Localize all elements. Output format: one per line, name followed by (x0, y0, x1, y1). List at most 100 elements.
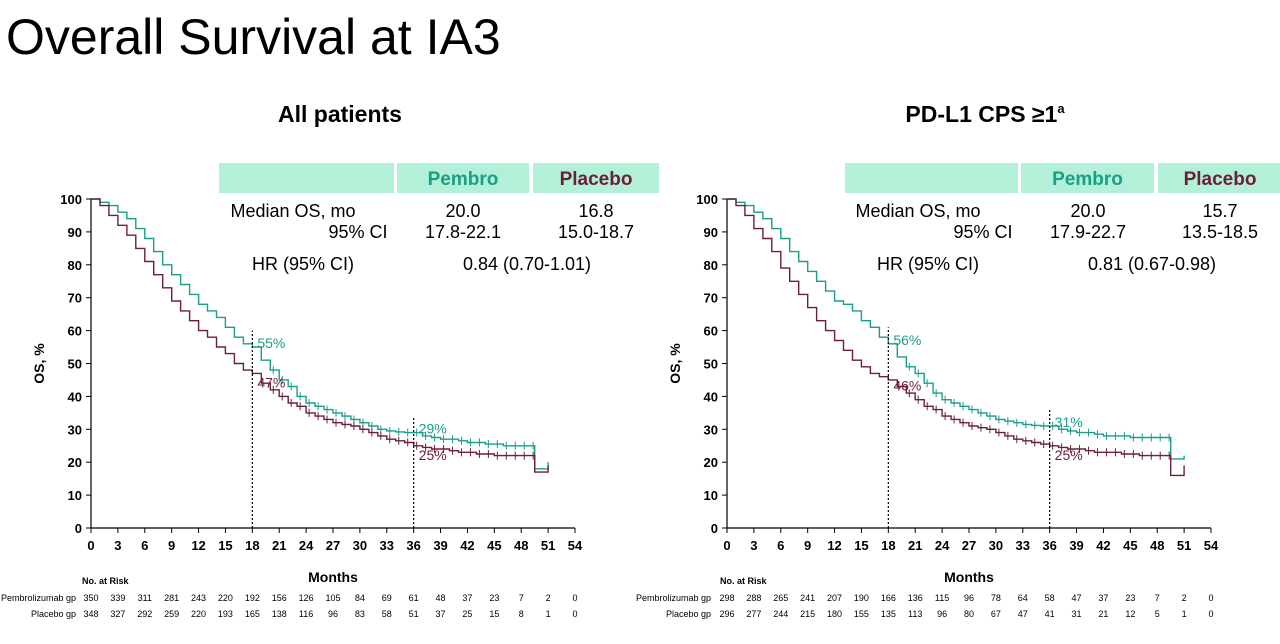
chart1-y-tick-label: 0 (75, 521, 82, 536)
chart1-y-tick-label: 100 (60, 192, 82, 207)
chart1-risk-value: 69 (382, 593, 392, 603)
chart2-hr-label: HR (95% CI) (877, 254, 979, 274)
chart2-x-tick-label: 54 (1204, 538, 1219, 553)
chart2-risk-value: 207 (827, 593, 842, 603)
chart2-risk-value: 67 (991, 609, 1001, 619)
chart2-risk-value: 7 (1155, 593, 1160, 603)
chart1-y-tick-label: 30 (68, 422, 82, 437)
chart2-risk-value: 0 (1208, 593, 1213, 603)
chart2-risk-value: 23 (1125, 593, 1135, 603)
chart1-y-tick-label: 60 (68, 324, 82, 339)
chart1-subtitle: All patients (278, 101, 402, 127)
chart2-landmark-placebo-label: 46% (893, 378, 921, 394)
chart1-risk-value: 243 (191, 593, 206, 603)
chart1-x-tick-label: 30 (353, 538, 367, 553)
chart2-x-tick-label: 42 (1096, 538, 1110, 553)
chart1-x-tick-label: 15 (218, 538, 232, 553)
chart2-risk-value: 1 (1182, 609, 1187, 619)
chart2-risk-value: 277 (746, 609, 761, 619)
chart2-x-tick-label: 12 (827, 538, 841, 553)
chart2-x-tick-label: 36 (1042, 538, 1056, 553)
chart2-risk-value: 215 (800, 609, 815, 619)
chart2-risk-value: 265 (773, 593, 788, 603)
chart1-risk-value: 292 (137, 609, 152, 619)
chart1-risk-value: 339 (110, 593, 125, 603)
chart2-x-tick-label: 6 (777, 538, 784, 553)
chart2-risk-value: 166 (881, 593, 896, 603)
chart1-x-tick-label: 12 (191, 538, 205, 553)
chart2-risk-value: 0 (1208, 609, 1213, 619)
chart1-landmark-placebo-label: 25% (419, 447, 447, 463)
chart1-table-header-blank (219, 163, 394, 193)
chart1-y-tick-label: 20 (68, 455, 82, 470)
chart2-risk-header: No. at Risk (720, 576, 768, 586)
chart2-y-tick-label: 50 (704, 357, 718, 372)
chart1-risk-row-label: Pembrolizumab gp (1, 593, 76, 603)
chart1-risk-value: 192 (245, 593, 260, 603)
chart1-table-row-placebo: 15.0-18.7 (558, 222, 634, 242)
chart2-table-row-placebo: 15.7 (1202, 201, 1237, 221)
chart1-risk-value: 61 (409, 593, 419, 603)
chart2-risk-value: 180 (827, 609, 842, 619)
chart1-landmark-placebo-label: 47% (257, 374, 285, 390)
chart2-landmark-pembro-label: 31% (1055, 414, 1083, 430)
chart1-risk-value: 96 (328, 609, 338, 619)
chart2-x-axis-label: Months (944, 569, 994, 585)
chart2-x-tick-label: 33 (1016, 538, 1030, 553)
chart1-risk-value: 83 (355, 609, 365, 619)
chart2-x-tick-label: 24 (935, 538, 950, 553)
chart1-risk-value: 37 (436, 609, 446, 619)
chart2-table-row-pembro: 17.9-22.7 (1050, 222, 1126, 242)
chart2-risk-value: 155 (854, 609, 869, 619)
chart1-x-tick-label: 0 (87, 538, 94, 553)
chart2-x-tick-label: 39 (1069, 538, 1083, 553)
chart1-risk-value: 58 (382, 609, 392, 619)
chart1-hr-value: 0.84 (0.70-1.01) (463, 254, 591, 274)
chart1-y-axis-label: OS, % (31, 343, 47, 384)
chart1-table-row-pembro: 17.8-22.1 (425, 222, 501, 242)
chart1-landmark-pembro-label: 29% (419, 421, 447, 437)
chart2-y-tick-label: 10 (704, 488, 718, 503)
chart2-x-tick-label: 18 (881, 538, 895, 553)
chart1-risk-row-label: Placebo gp (31, 609, 76, 619)
chart2-table-header-blank (845, 163, 1018, 193)
chart2-risk-value: 37 (1098, 593, 1108, 603)
chart1-risk-value: 0 (572, 593, 577, 603)
chart2-risk-value: 190 (854, 593, 869, 603)
chart2-y-axis-label: OS, % (667, 343, 683, 384)
chart1-y-tick-label: 80 (68, 258, 82, 273)
chart2-x-tick-label: 9 (804, 538, 811, 553)
chart1-landmark-pembro-label: 55% (257, 335, 285, 351)
chart2-x-tick-label: 15 (854, 538, 868, 553)
chart2-y-tick-label: 40 (704, 389, 718, 404)
chart2-y-tick-label: 90 (704, 225, 718, 240)
chart1-x-tick-label: 18 (245, 538, 259, 553)
chart1-risk-value: 165 (245, 609, 260, 619)
chart1-risk-value: 193 (218, 609, 233, 619)
chart2-y-tick-label: 30 (704, 422, 718, 437)
chart2-risk-value: 5 (1155, 609, 1160, 619)
chart1-risk-value: 105 (325, 593, 340, 603)
chart1-risk-value: 15 (489, 609, 499, 619)
chart2-risk-value: 47 (1072, 593, 1082, 603)
chart2-risk-row-label: Pembrolizumab gp (636, 593, 711, 603)
chart2-y-tick-label: 70 (704, 291, 718, 306)
chart1-risk-value: 116 (299, 609, 313, 619)
chart2-risk-value: 78 (991, 593, 1001, 603)
chart2-risk-value: 64 (1018, 593, 1028, 603)
chart2-table-row-placebo: 13.5-18.5 (1182, 222, 1258, 242)
chart2-y-tick-label: 20 (704, 455, 718, 470)
chart2-risk-value: 2 (1182, 593, 1187, 603)
page-title: Overall Survival at IA3 (6, 9, 501, 65)
chart2-risk-value: 47 (1018, 609, 1028, 619)
chart1-x-tick-label: 27 (326, 538, 340, 553)
chart1-x-tick-label: 42 (460, 538, 474, 553)
chart2-y-tick-label: 100 (696, 192, 718, 207)
chart1-risk-value: 220 (218, 593, 233, 603)
chart2-y-tick-label: 60 (704, 324, 718, 339)
chart1-table-header-placebo: Placebo (560, 169, 633, 190)
chart1-x-tick-label: 39 (433, 538, 447, 553)
chart2-table-header-pembro: Pembro (1052, 169, 1123, 190)
chart2-hr-value: 0.81 (0.67-0.98) (1088, 254, 1216, 274)
chart1-y-tick-label: 70 (68, 291, 82, 306)
